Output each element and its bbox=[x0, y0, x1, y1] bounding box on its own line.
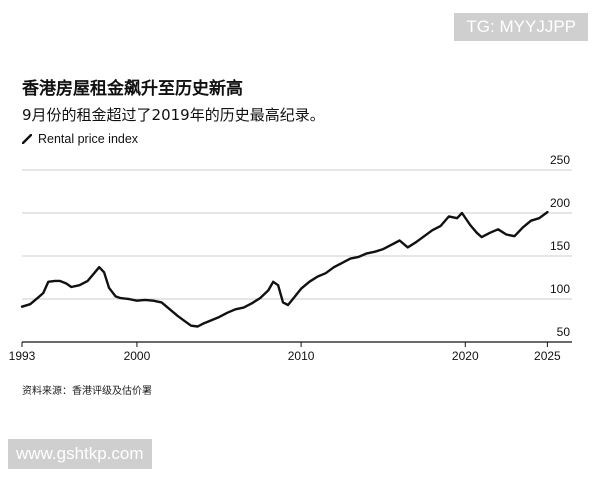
source-note: 资料来源：香港评级及估价署 bbox=[22, 386, 152, 397]
telegram-badge: TG: MYYJJPP bbox=[454, 13, 588, 41]
series-layer bbox=[20, 210, 549, 328]
chart-title: 香港房屋租金飙升至历史新高 bbox=[22, 79, 243, 99]
legend-label: Rental price index bbox=[38, 132, 139, 146]
y-tick-label: 100 bbox=[550, 282, 570, 296]
y-tick-label: 50 bbox=[557, 325, 571, 339]
x-axis: 1993 2000 2010 2020 2025 bbox=[9, 341, 572, 363]
x-tick-label: 2020 bbox=[452, 349, 479, 363]
legend-line-icon bbox=[22, 134, 32, 144]
x-tick-label: 2000 bbox=[124, 349, 151, 363]
x-tick-label: 1993 bbox=[9, 349, 36, 363]
x-tick-label: 2025 bbox=[534, 349, 561, 363]
series-line-rental-price-index bbox=[20, 210, 549, 328]
y-tick-label: 150 bbox=[550, 239, 570, 253]
y-tick-label: 200 bbox=[550, 196, 570, 210]
y-tick-label: 250 bbox=[550, 153, 570, 167]
chart-legend: Rental price index bbox=[22, 131, 138, 147]
gridlines bbox=[22, 169, 572, 300]
x-tick-label: 2010 bbox=[288, 349, 315, 363]
chart-subtitle: 9月份的租金超过了2019年的历史最高纪录。 bbox=[22, 106, 325, 124]
y-tick-labels: 50 100 150 200 250 bbox=[550, 153, 570, 339]
website-watermark: www.gshtkp.com bbox=[8, 439, 152, 469]
